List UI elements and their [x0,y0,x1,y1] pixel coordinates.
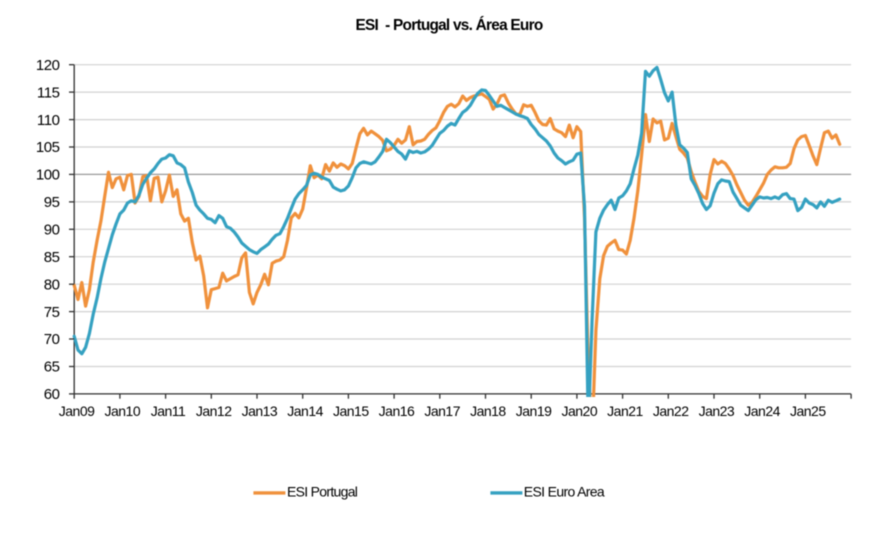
svg-text:120: 120 [36,57,60,74]
svg-text:90: 90 [44,222,60,239]
svg-text:Jan22: Jan22 [653,403,689,419]
svg-text:Jan15: Jan15 [333,403,369,419]
svg-text:Jan10: Jan10 [104,403,140,419]
svg-text:85: 85 [44,249,60,266]
svg-text:Jan23: Jan23 [699,403,735,419]
svg-text:65: 65 [44,359,60,376]
svg-text:Jan21: Jan21 [607,403,643,419]
svg-text:Jan24: Jan24 [744,403,780,419]
svg-text:ESI - Portugal vs. Área Euro: ESI - Portugal vs. Área Euro [356,17,543,34]
svg-text:Jan16: Jan16 [379,403,415,419]
svg-text:100: 100 [36,167,60,184]
svg-text:105: 105 [36,139,60,156]
svg-text:Jan17: Jan17 [424,403,460,419]
svg-text:110: 110 [37,112,60,129]
svg-text:115: 115 [37,84,60,101]
svg-text:75: 75 [44,304,60,321]
svg-text:Jan09: Jan09 [59,403,95,419]
svg-text:Jan11: Jan11 [151,403,186,419]
svg-text:Jan13: Jan13 [242,403,278,419]
svg-text:ESI Portugal: ESI Portugal [287,484,358,500]
svg-text:Jan25: Jan25 [790,403,826,419]
svg-text:60: 60 [44,386,60,403]
svg-text:70: 70 [44,331,60,348]
svg-text:Jan14: Jan14 [287,403,323,419]
svg-text:ESI Euro Area: ESI Euro Area [524,484,605,500]
svg-text:95: 95 [44,194,60,211]
svg-text:80: 80 [44,276,60,293]
svg-text:Jan20: Jan20 [561,403,597,419]
svg-text:Jan19: Jan19 [516,403,552,419]
svg-text:Jan12: Jan12 [196,403,232,419]
svg-text:Jan18: Jan18 [470,403,506,419]
